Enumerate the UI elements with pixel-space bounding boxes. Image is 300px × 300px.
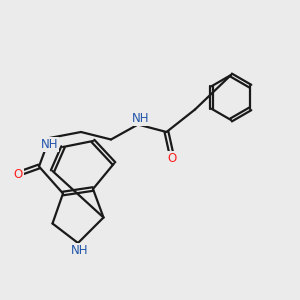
- Text: O: O: [168, 152, 177, 166]
- Text: NH: NH: [71, 244, 88, 257]
- Text: NH: NH: [132, 112, 150, 125]
- Text: NH: NH: [41, 138, 58, 151]
- Text: O: O: [14, 167, 22, 181]
